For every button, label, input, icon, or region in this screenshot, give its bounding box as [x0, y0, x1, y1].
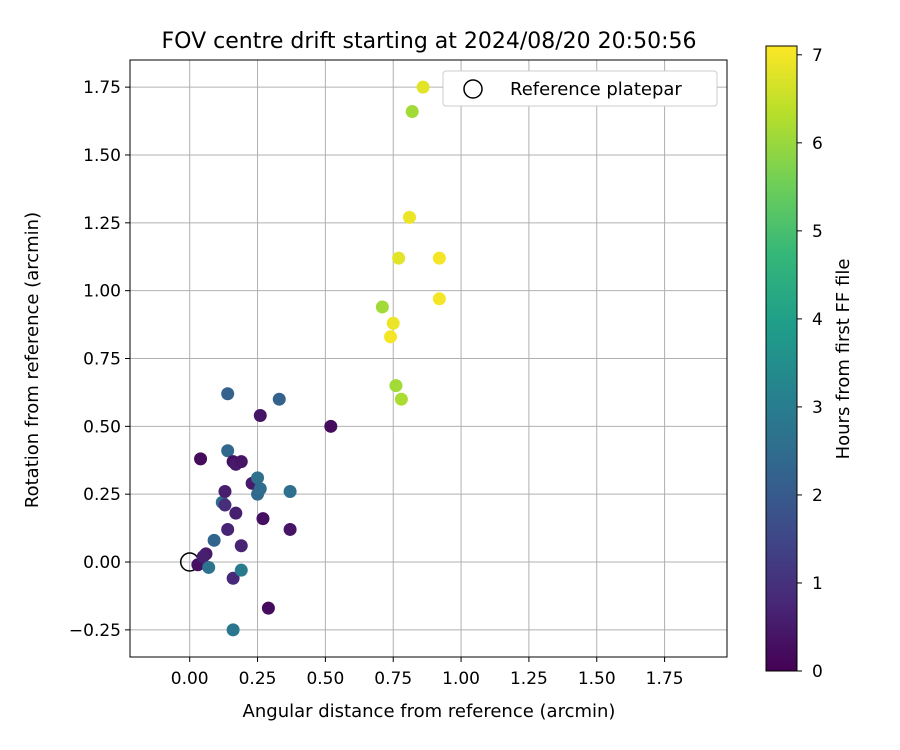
y-axis-label: Rotation from reference (arcmin)	[22, 212, 43, 508]
x-axis-ticks: 0.00 0.25 0.50 0.75 1.00 1.25 1.50 1.75	[171, 657, 684, 689]
data-point-0	[194, 452, 208, 466]
data-point-41	[432, 292, 446, 306]
x-tick-label-2: 0.50	[306, 669, 344, 689]
chart-title: FOV centre drift starting at 2024/08/20 …	[162, 29, 697, 54]
y-tick-label-3: 0.50	[83, 417, 121, 437]
data-point-29	[283, 522, 297, 536]
colorbar-tick-label-2: 2	[812, 486, 823, 506]
data-point-17	[226, 623, 240, 637]
x-tick-label-6: 1.50	[578, 669, 616, 689]
x-tick-label-7: 1.75	[646, 669, 684, 689]
y-tick-label-6: 1.25	[83, 214, 121, 234]
data-point-3	[196, 550, 210, 564]
x-tick-label-1: 0.25	[239, 669, 277, 689]
colorbar-tick-label-1: 1	[812, 574, 823, 594]
data-point-24	[253, 408, 267, 422]
x-tick-label-3: 0.75	[374, 669, 412, 689]
legend: Reference platepar	[442, 70, 718, 107]
x-tick-label-4: 1.00	[442, 669, 480, 689]
data-point-37	[403, 210, 417, 224]
data-point-11	[221, 387, 235, 401]
data-point-15	[229, 506, 243, 520]
data-point-27	[272, 392, 286, 406]
data-point-14	[234, 455, 248, 469]
data-point-40	[432, 251, 446, 265]
data-point-4	[202, 560, 216, 574]
data-point-28	[283, 484, 297, 498]
data-point-21	[251, 471, 265, 485]
data-point-8	[221, 522, 235, 536]
y-tick-label-5: 1.00	[83, 282, 121, 302]
y-axis-ticks: −0.25 0.00 0.25 0.50 0.75 1.00 1.25 1.50 1.75	[69, 78, 130, 641]
y-tick-label-1: 0.00	[83, 553, 121, 573]
colorbar: 0 1 2 3 4 5 6 7 Hours from first FF file	[765, 45, 854, 682]
data-point-34	[389, 379, 403, 393]
data-point-5	[207, 533, 221, 547]
data-point-7	[218, 484, 232, 498]
legend-entry-reference: Reference platepar	[510, 79, 682, 100]
colorbar-ticks: 0 1 2 3 4 5 6 7	[797, 46, 823, 682]
colorbar-label: Hours from first FF file	[833, 259, 854, 460]
x-tick-label-0: 0.00	[171, 669, 209, 689]
colorbar-gradient	[765, 45, 798, 672]
data-point-18	[234, 539, 248, 553]
legend-reference-marker	[463, 79, 483, 99]
data-point-38	[405, 105, 419, 119]
colorbar-tick-label-7: 7	[812, 46, 823, 66]
plot-area	[129, 59, 728, 658]
data-point-33	[386, 316, 400, 330]
data-point-30	[324, 419, 338, 433]
x-axis-label: Angular distance from reference (arcmin)	[243, 701, 616, 722]
data-point-25	[256, 512, 270, 526]
data-point-9	[218, 498, 232, 512]
colorbar-tick-label-0: 0	[812, 662, 823, 682]
data-point-16	[226, 571, 240, 585]
colorbar-tick-label-6: 6	[812, 134, 823, 154]
data-point-23	[253, 482, 267, 496]
data-point-39	[416, 80, 430, 94]
colorbar-tick-label-4: 4	[812, 310, 823, 330]
data-point-35	[392, 251, 406, 265]
data-point-36	[394, 392, 408, 406]
data-point-26	[261, 601, 275, 615]
y-tick-label-8: 1.75	[83, 78, 121, 98]
y-tick-label-4: 0.75	[83, 350, 121, 370]
data-point-19	[234, 563, 248, 577]
y-tick-label-0: −0.25	[69, 621, 121, 641]
data-point-32	[384, 330, 398, 344]
data-point-31	[375, 300, 389, 314]
colorbar-tick-label-3: 3	[812, 398, 823, 418]
data-point-10	[221, 444, 235, 458]
x-tick-label-5: 1.25	[510, 669, 548, 689]
y-tick-label-7: 1.50	[83, 146, 121, 166]
y-tick-label-2: 0.25	[83, 485, 121, 505]
legend-box	[442, 70, 718, 107]
colorbar-tick-label-5: 5	[812, 222, 823, 242]
